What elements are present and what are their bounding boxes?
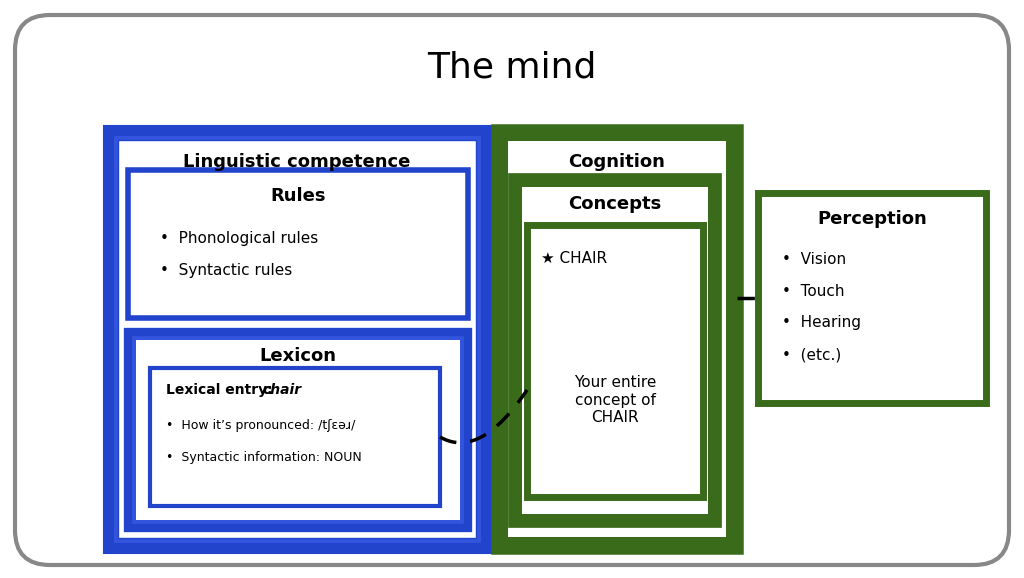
Text: chair: chair	[262, 383, 301, 397]
Bar	[758, 193, 986, 403]
Text: •  How it’s pronounced: /tʃɛəɹ/: • How it’s pronounced: /tʃɛəɹ/	[166, 420, 355, 432]
Text: Concepts: Concepts	[568, 195, 662, 213]
Bar	[497, 130, 737, 548]
Bar	[136, 340, 460, 520]
Bar	[150, 368, 440, 506]
Text: •  Phonological rules: • Phonological rules	[160, 231, 318, 246]
Bar	[527, 225, 703, 497]
FancyBboxPatch shape	[15, 15, 1009, 565]
Bar	[128, 332, 468, 528]
Text: ★ CHAIR: ★ CHAIR	[541, 250, 607, 265]
Text: •  (etc.): • (etc.)	[782, 347, 842, 362]
Bar	[497, 130, 737, 548]
Text: Linguistic competence: Linguistic competence	[183, 153, 411, 171]
Text: •  Hearing: • Hearing	[782, 316, 861, 331]
Text: •  Vision: • Vision	[782, 251, 846, 266]
Bar	[508, 141, 726, 537]
Text: Rules: Rules	[270, 187, 326, 205]
Text: Cognition: Cognition	[568, 153, 666, 171]
Bar	[108, 130, 486, 548]
Text: •  Syntactic information: NOUN: • Syntactic information: NOUN	[166, 451, 361, 465]
Bar	[522, 187, 708, 514]
Text: Lexical entry:: Lexical entry:	[166, 383, 278, 397]
Text: •  Touch: • Touch	[782, 283, 845, 298]
Bar	[108, 130, 486, 548]
Text: Your entire
concept of
CHAIR: Your entire concept of CHAIR	[573, 375, 656, 425]
Text: The mind: The mind	[427, 51, 597, 85]
Text: Lexicon: Lexicon	[259, 347, 337, 365]
Text: Perception: Perception	[817, 210, 927, 228]
Bar	[128, 170, 468, 318]
Bar	[513, 178, 717, 523]
Bar	[128, 332, 468, 528]
Bar	[118, 140, 476, 538]
Bar	[513, 178, 717, 523]
Text: •  Syntactic rules: • Syntactic rules	[160, 262, 292, 277]
